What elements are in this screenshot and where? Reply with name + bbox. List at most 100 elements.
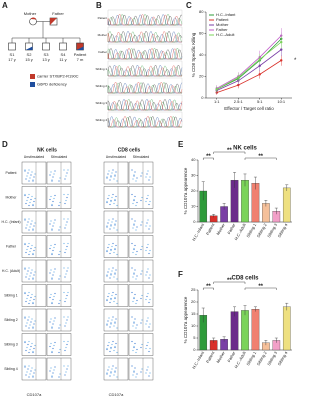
event-dot [52, 176, 54, 178]
event-dot [64, 202, 66, 205]
event-dot [63, 218, 65, 220]
flow-plot [103, 161, 129, 185]
child-age: 15 y [25, 57, 33, 62]
event-dot [106, 225, 108, 227]
legend-label: H.C.-Adult [216, 32, 235, 37]
chromatogram-trace [107, 30, 183, 43]
event-dot [25, 300, 27, 303]
condition-header: Unstimulated [24, 155, 44, 159]
event-dot [24, 170, 26, 172]
event-dot [106, 324, 108, 326]
event-dot [110, 249, 112, 252]
event-dot [133, 370, 135, 372]
event-dot [26, 346, 28, 349]
child-id: S3 [44, 52, 50, 57]
event-dot [141, 196, 143, 199]
event-dot [65, 175, 67, 177]
event-dot [52, 298, 54, 301]
event-dot [50, 342, 52, 345]
significance-bracket [203, 157, 214, 160]
child-symbol [8, 42, 16, 51]
event-dot [113, 251, 115, 254]
data-point [258, 64, 261, 67]
event-dot [140, 371, 142, 373]
event-dot [145, 323, 147, 325]
event-dot [28, 376, 30, 378]
event-dot [136, 299, 138, 302]
event-dot [28, 169, 30, 171]
event-dot [134, 220, 136, 222]
event-dot [59, 275, 61, 277]
event-dot [146, 320, 148, 322]
event-dot [133, 198, 135, 201]
sequence-label: Patient [98, 16, 108, 20]
event-dot [133, 223, 135, 225]
event-dot [136, 226, 138, 228]
event-dot [54, 341, 56, 344]
event-dot [64, 251, 66, 254]
event-dot [107, 344, 109, 347]
flow-plot [21, 235, 47, 258]
cell-type-header: CD8 cells [118, 147, 141, 153]
event-dot [63, 242, 65, 245]
flow-plot [21, 357, 47, 381]
event-dot [50, 293, 52, 296]
y-tick-label: 0 [193, 347, 196, 352]
data-point [237, 76, 240, 79]
chromatogram-trace [107, 31, 182, 43]
event-dot [108, 170, 110, 172]
event-dot [149, 347, 151, 350]
event-dot [107, 246, 109, 249]
event-dot [65, 248, 67, 251]
event-dot [53, 295, 55, 298]
flow-plot [21, 333, 47, 356]
x-tick-label: H.C.-Infant [191, 222, 205, 242]
event-dot [116, 327, 118, 329]
event-dot [110, 224, 112, 226]
event-dot [106, 200, 108, 203]
event-dot [145, 298, 147, 301]
event-dot [114, 247, 116, 250]
event-dot [28, 340, 30, 343]
event-dot [115, 318, 117, 320]
event-dot [133, 371, 135, 373]
event-dot [32, 278, 34, 280]
event-dot [24, 268, 26, 270]
event-dot [59, 226, 61, 228]
event-dot [108, 268, 110, 270]
event-dot [108, 243, 110, 246]
event-dot [148, 252, 150, 255]
event-dot [34, 173, 36, 175]
event-dot [51, 376, 53, 378]
event-dot [135, 253, 137, 256]
event-dot [107, 369, 109, 371]
event-dot [28, 302, 30, 305]
event-dot [32, 228, 34, 230]
event-dot [28, 267, 30, 269]
event-dot [63, 316, 65, 318]
event-dot [51, 252, 53, 255]
event-dot [115, 293, 117, 296]
chromatogram-trace [107, 47, 183, 60]
x-tick-label: Father [226, 350, 236, 363]
event-dot [33, 298, 35, 301]
event-dot [147, 366, 149, 368]
event-dot [112, 218, 114, 220]
event-dot [32, 326, 34, 328]
event-dot [106, 274, 108, 276]
event-dot [63, 169, 65, 171]
event-dot [114, 224, 116, 226]
event-dot [148, 228, 150, 230]
event-dot [31, 171, 33, 173]
flow-plot [103, 308, 129, 332]
event-dot [113, 178, 115, 180]
event-dot [133, 224, 135, 226]
event-dot [131, 316, 133, 318]
event-dot [54, 366, 56, 368]
event-dot [64, 178, 66, 180]
event-dot [28, 278, 30, 280]
event-dot [106, 347, 108, 350]
event-dot [113, 325, 115, 327]
event-dot [114, 371, 116, 373]
event-dot [110, 347, 112, 350]
